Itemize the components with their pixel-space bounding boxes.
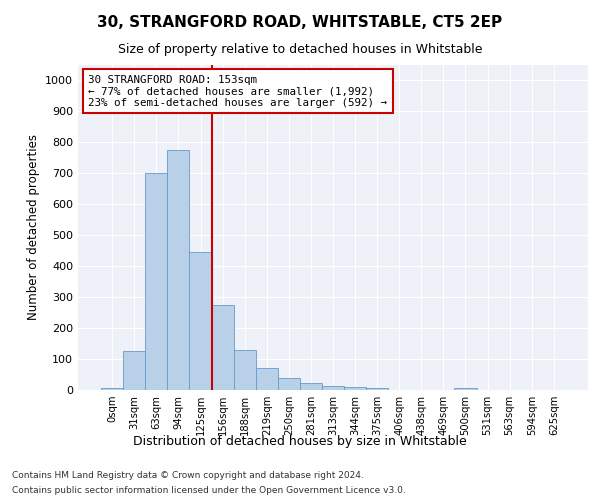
Bar: [278, 378, 300, 390]
Bar: [300, 383, 322, 390]
Bar: [101, 388, 123, 390]
Text: Contains HM Land Registry data © Crown copyright and database right 2024.: Contains HM Land Registry data © Crown c…: [12, 471, 364, 480]
Bar: [366, 388, 388, 390]
Text: 30, STRANGFORD ROAD, WHITSTABLE, CT5 2EP: 30, STRANGFORD ROAD, WHITSTABLE, CT5 2EP: [97, 15, 503, 30]
Text: Distribution of detached houses by size in Whitstable: Distribution of detached houses by size …: [133, 435, 467, 448]
Text: 30 STRANGFORD ROAD: 153sqm
← 77% of detached houses are smaller (1,992)
23% of s: 30 STRANGFORD ROAD: 153sqm ← 77% of deta…: [88, 74, 387, 108]
Bar: [344, 387, 366, 390]
Bar: [167, 150, 190, 390]
Bar: [454, 388, 476, 390]
Bar: [145, 174, 167, 390]
Y-axis label: Number of detached properties: Number of detached properties: [26, 134, 40, 320]
Bar: [190, 252, 212, 390]
Bar: [322, 386, 344, 390]
Text: Contains public sector information licensed under the Open Government Licence v3: Contains public sector information licen…: [12, 486, 406, 495]
Bar: [256, 368, 278, 390]
Bar: [123, 352, 145, 390]
Text: Size of property relative to detached houses in Whitstable: Size of property relative to detached ho…: [118, 42, 482, 56]
Bar: [212, 305, 233, 390]
Bar: [233, 350, 256, 390]
